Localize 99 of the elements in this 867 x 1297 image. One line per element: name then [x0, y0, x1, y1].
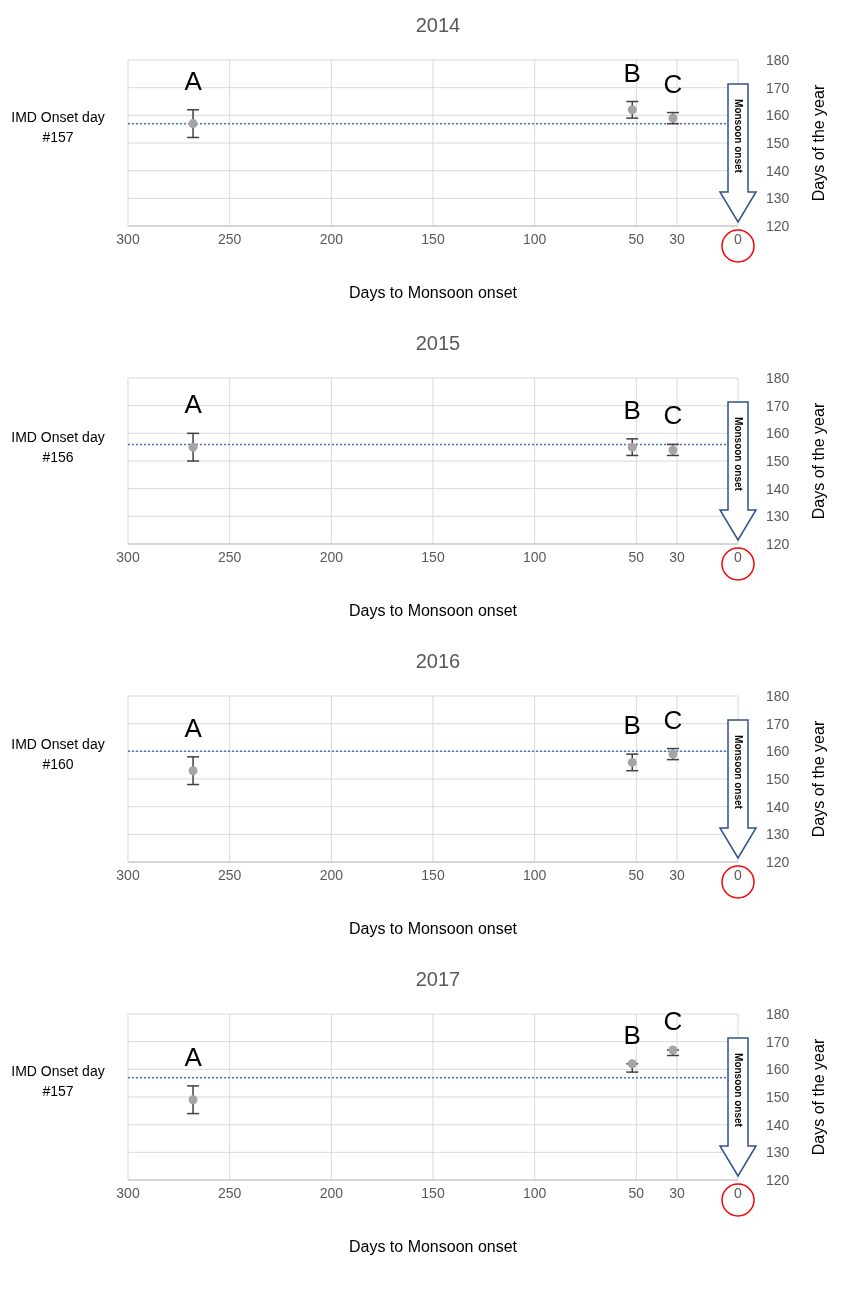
y-tick-label: 120	[766, 1171, 790, 1188]
x-axis-title: Days to Monsoon onset	[348, 602, 518, 619]
x-tick-label: 100	[522, 548, 547, 565]
chart-title: 2016	[414, 650, 462, 673]
y-tick-label: 160	[766, 1061, 790, 1078]
x-tick-label: 50	[628, 1184, 645, 1201]
x-tick-label: 100	[522, 866, 547, 883]
x-tick-label: 50	[628, 230, 645, 247]
y-tick-label: 140	[766, 1116, 790, 1133]
y-tick-label: 170	[766, 1033, 790, 1050]
ref-line-label: IMD Onset day #157	[11, 108, 105, 145]
y-tick-label: 160	[766, 107, 790, 124]
annotation: Monsoon onset	[733, 735, 745, 810]
y-tick-label: 140	[766, 480, 790, 497]
x-tick-label: 150	[421, 1184, 445, 1201]
annotation: Monsoon onset	[733, 99, 745, 174]
y-tick-label: 180	[766, 687, 790, 704]
y-tick-label: 180	[766, 369, 790, 386]
point	[668, 1045, 678, 1055]
x-axis-title: Days to Monsoon onset	[348, 1238, 518, 1255]
point	[188, 119, 198, 129]
x-tick-label: 0	[734, 866, 743, 883]
x-tick-label: 300	[116, 230, 140, 247]
x-tick-label: 250	[217, 230, 242, 247]
x-tick-label: 50	[628, 548, 645, 565]
y-tick-label: 160	[766, 743, 790, 760]
x-tick-label: 100	[522, 230, 547, 247]
y-axis-title: Days of the year	[809, 402, 827, 520]
y-tick-label: 150	[766, 134, 790, 151]
x-tick-label: 150	[421, 548, 445, 565]
y-axis-title: Days of the year	[809, 84, 827, 202]
chart-title: 2015	[414, 332, 462, 355]
y-tick-label: 170	[766, 397, 790, 414]
y-tick-label: 170	[766, 79, 790, 96]
ref-line-label: IMD Onset day #157	[11, 1062, 105, 1099]
annotation: Monsoon onset	[733, 417, 745, 492]
x-tick-label: 250	[217, 548, 242, 565]
y-tick-label: 130	[766, 190, 790, 207]
annotation: B	[623, 710, 641, 741]
y-tick-label: 120	[766, 853, 790, 870]
y-tick-label: 150	[766, 452, 790, 469]
ref-line-label: IMD Onset day #156	[11, 429, 105, 466]
y-tick-label: 130	[766, 826, 790, 843]
annotation: C	[663, 400, 683, 431]
x-tick-label: 300	[116, 1184, 140, 1201]
y-axis-title: Days of the year	[809, 720, 827, 838]
x-axis-title: Days to Monsoon onset	[348, 920, 518, 937]
x-tick-label: 30	[669, 548, 685, 565]
x-tick-label: 0	[734, 1184, 743, 1201]
x-tick-label: 30	[669, 866, 685, 883]
x-tick-label: 200	[319, 230, 344, 247]
point	[627, 757, 637, 767]
y-tick-label: 150	[766, 770, 790, 787]
point	[188, 1095, 198, 1105]
y-tick-label: 120	[766, 535, 790, 552]
point	[188, 766, 198, 776]
annotation: C	[663, 68, 683, 99]
chart-title: 2014	[414, 14, 462, 37]
annotation: B	[623, 1019, 641, 1050]
y-tick-label: 140	[766, 162, 790, 179]
annotation: C	[663, 1005, 683, 1036]
y-tick-label: 130	[766, 1144, 790, 1161]
x-tick-label: 300	[116, 548, 140, 565]
y-tick-label: 120	[766, 217, 790, 234]
x-tick-label: 50	[628, 866, 645, 883]
x-axis-title: Days to Monsoon onset	[348, 284, 518, 301]
point	[627, 1059, 637, 1069]
y-axis-title: Days of the year	[809, 1038, 827, 1156]
annotation: A	[184, 65, 203, 96]
x-tick-label: 200	[319, 548, 344, 565]
annotation: A	[184, 712, 203, 743]
x-tick-label: 100	[522, 1184, 547, 1201]
point	[627, 105, 637, 115]
annotation: B	[623, 57, 641, 88]
y-tick-label: 170	[766, 715, 790, 732]
y-tick-label: 140	[766, 798, 790, 815]
y-tick-label: 180	[766, 51, 790, 68]
x-tick-label: 300	[116, 866, 140, 883]
x-tick-label: 150	[421, 230, 445, 247]
x-tick-label: 30	[669, 1184, 685, 1201]
x-tick-label: 200	[319, 1184, 344, 1201]
x-tick-label: 150	[421, 866, 445, 883]
x-tick-label: 250	[217, 866, 242, 883]
annotation: C	[663, 704, 683, 735]
y-tick-label: 130	[766, 508, 790, 525]
x-tick-label: 0	[734, 548, 743, 565]
x-tick-label: 200	[319, 866, 344, 883]
ref-line-label: IMD Onset day #160	[11, 736, 105, 773]
annotation: A	[184, 389, 203, 420]
chart-title: 2017	[414, 968, 462, 991]
annotation: A	[184, 1041, 203, 1072]
x-tick-label: 30	[669, 230, 685, 247]
x-tick-label: 0	[734, 230, 743, 247]
annotation: B	[623, 394, 641, 425]
y-tick-label: 150	[766, 1088, 790, 1105]
y-tick-label: 160	[766, 425, 790, 442]
annotation: Monsoon onset	[733, 1053, 745, 1128]
y-tick-label: 180	[766, 1005, 790, 1022]
x-tick-label: 250	[217, 1184, 242, 1201]
